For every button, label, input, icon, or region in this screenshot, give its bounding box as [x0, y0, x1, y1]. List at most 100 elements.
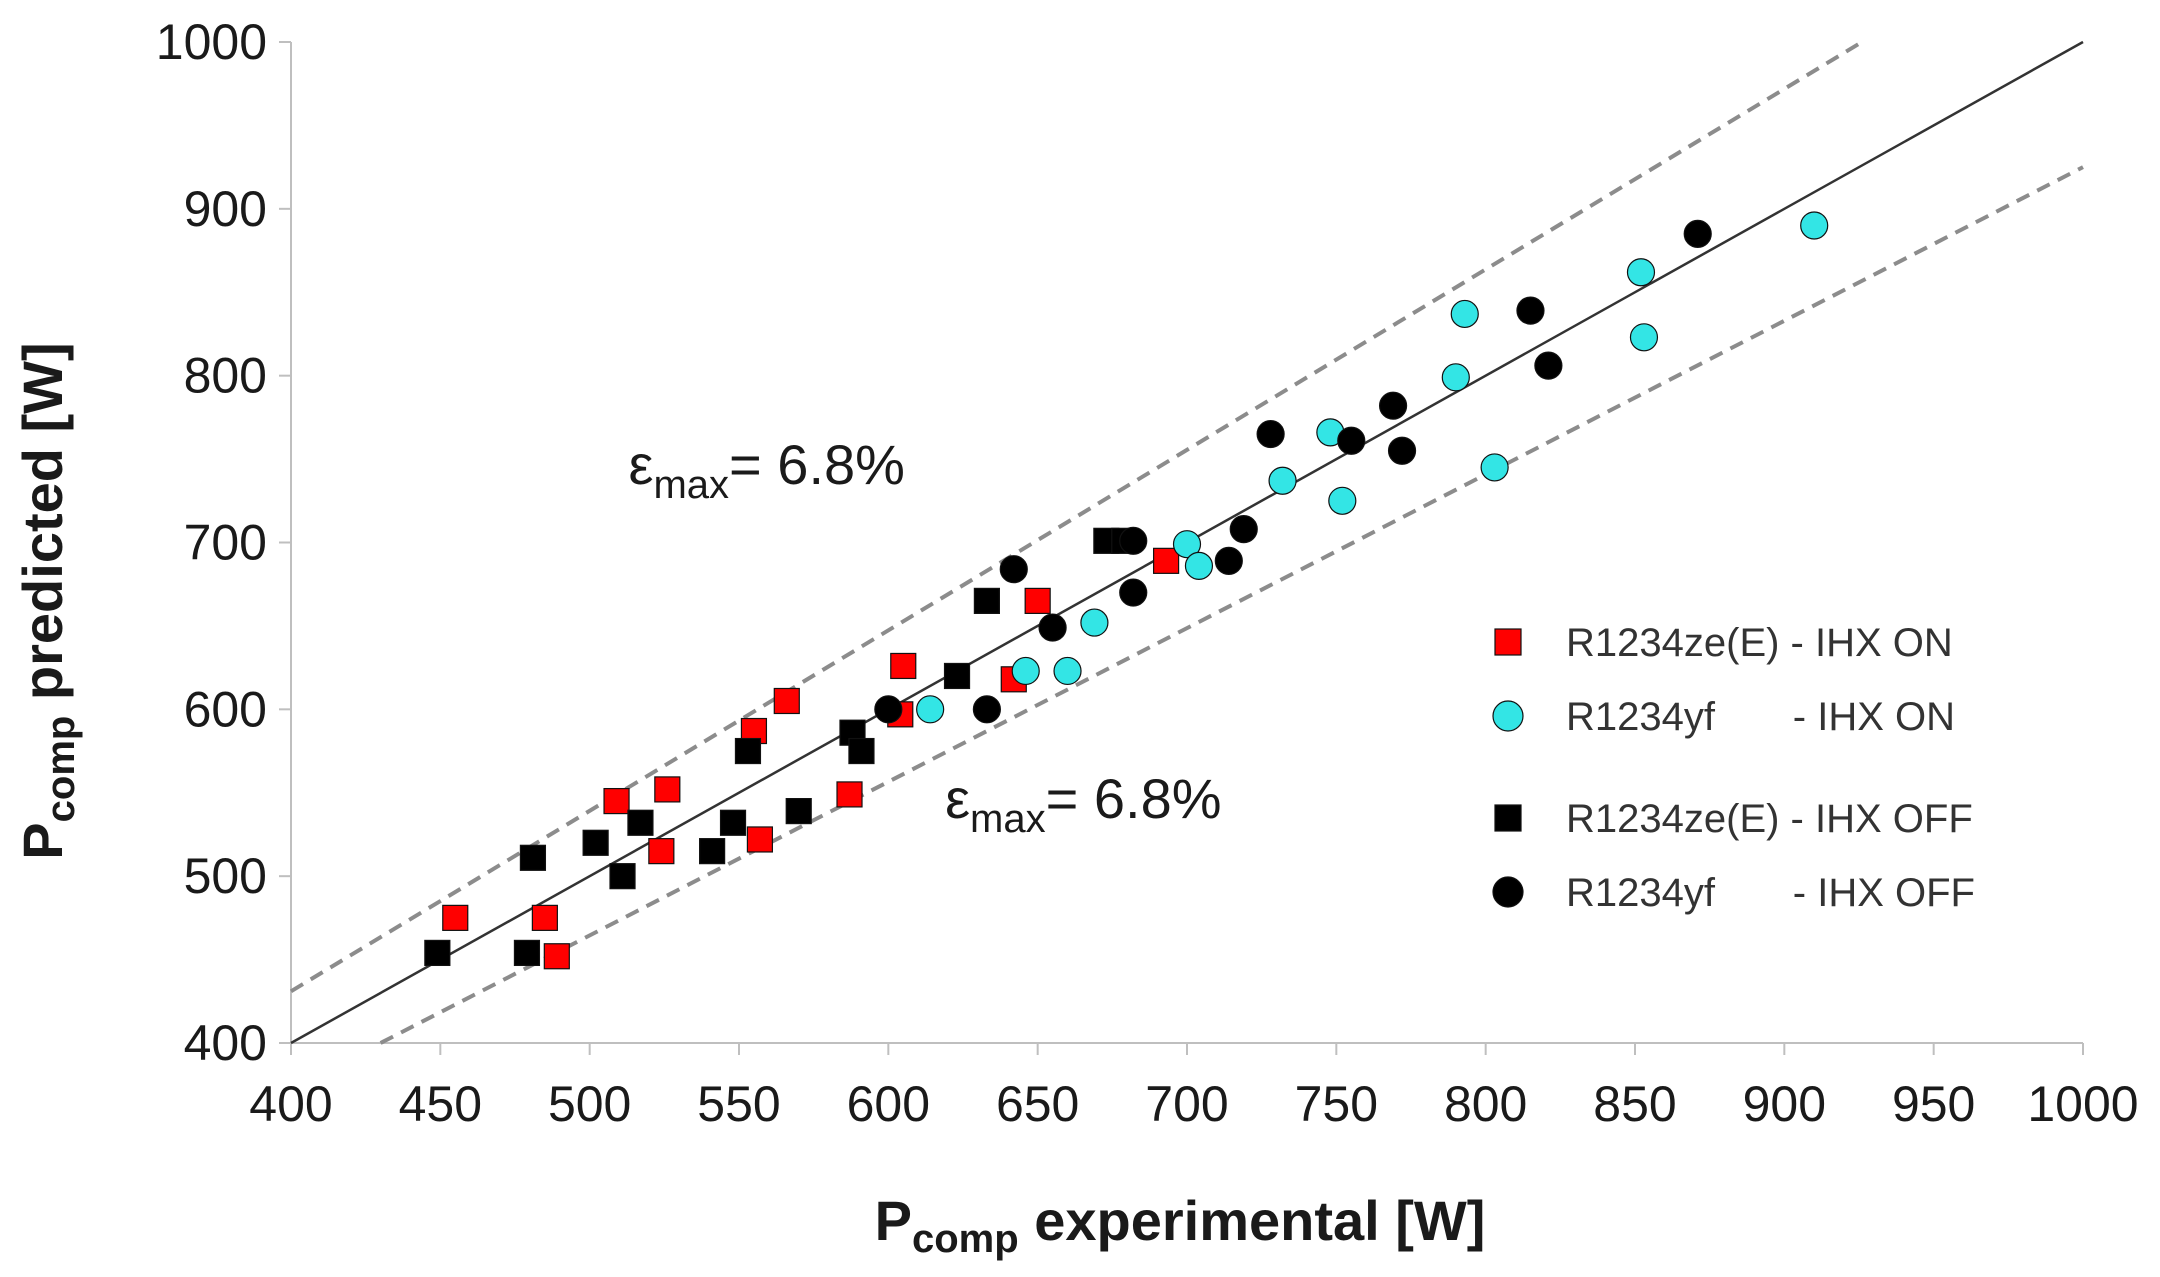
legend-marker	[1492, 700, 1524, 732]
data-point	[1119, 526, 1148, 555]
legend: R1234ze(E) - IHX ON R1234yf - IHX ON R1234…	[1492, 621, 1975, 915]
data-point	[1441, 363, 1470, 392]
x-tick-label: 850	[1593, 1076, 1676, 1132]
lower-bound-line	[379, 165, 2084, 1045]
x-tick-label: 600	[847, 1076, 930, 1132]
legend-item: R1234yf - IHX OFF	[1492, 871, 1975, 915]
data-point	[1450, 299, 1479, 329]
data-point	[972, 695, 1001, 724]
x-tick-label: 1000	[2027, 1076, 2138, 1132]
annotations: εmax= 6.8% εmax= 6.8%	[628, 433, 1221, 841]
data-point	[734, 737, 762, 765]
legend-marker	[1494, 628, 1522, 656]
data-point	[627, 809, 654, 836]
data-point	[1629, 323, 1659, 352]
x-axis-title: Pcomp experimental [W]	[875, 1189, 1486, 1261]
data-point	[1256, 419, 1285, 449]
legend-item: R1234ze(E) - IHX ON	[1494, 621, 1953, 665]
data-point	[848, 737, 875, 765]
series-r1234yf-ihx-on	[916, 211, 1829, 724]
x-tick-label: 400	[249, 1076, 332, 1132]
data-point	[836, 781, 863, 808]
y-axis-title: Pcomp predicted [W]	[11, 342, 83, 859]
x-tick-label: 450	[399, 1076, 482, 1132]
data-point	[699, 838, 726, 865]
series-r1234ze-e-ihx-on	[442, 547, 1180, 970]
legend-label: R1234yf - IHX OFF	[1566, 871, 1975, 915]
x-tick-label: 900	[1743, 1076, 1826, 1132]
x-ticks: 400 450 500 550 600 650 700 750 800 850 900 950 1000	[249, 1043, 2139, 1132]
y-tick-label: 500	[184, 848, 267, 904]
data-point	[1516, 296, 1545, 325]
legend-label: R1234yf - IHX ON	[1566, 695, 1955, 739]
upper-annotation: εmax= 6.8%	[628, 433, 904, 507]
data-point	[1268, 466, 1297, 495]
data-point	[1387, 436, 1417, 465]
data-point	[1800, 211, 1829, 240]
data-point	[719, 809, 747, 836]
x-tick-label: 800	[1444, 1076, 1527, 1132]
legend-label: R1234ze(E) - IHX ON	[1566, 621, 1953, 665]
y-tick-label: 400	[184, 1015, 267, 1071]
legend-item: R1234yf - IHX ON	[1492, 695, 1955, 739]
data-point	[1053, 656, 1082, 686]
data-point	[1152, 547, 1180, 574]
data-point	[1683, 219, 1712, 248]
data-point	[1378, 391, 1408, 420]
lower-annotation: εmax= 6.8%	[945, 767, 1221, 841]
x-tick-label: 550	[697, 1076, 780, 1132]
y-tick-label: 1000	[156, 14, 267, 70]
y-tick-label: 700	[184, 515, 267, 571]
x-tick-label: 500	[548, 1076, 631, 1132]
data-point	[442, 904, 469, 931]
data-point	[746, 826, 774, 853]
data-point	[1119, 578, 1148, 607]
x-tick-label: 750	[1295, 1076, 1378, 1132]
y-tick-label: 800	[184, 348, 267, 404]
y-ticks: 400 500 600 700 800 900 1000	[156, 14, 291, 1071]
data-point	[973, 587, 1000, 614]
data-point	[874, 695, 903, 724]
legend-label: R1234ze(E) - IHX OFF	[1566, 797, 1973, 841]
data-point	[1080, 608, 1109, 637]
data-point	[1214, 546, 1243, 575]
data-point	[519, 844, 547, 871]
data-point	[648, 838, 675, 865]
data-point	[582, 829, 609, 856]
data-point	[1229, 515, 1258, 544]
data-point	[1038, 613, 1067, 642]
data-point	[513, 939, 541, 967]
data-point	[1626, 258, 1656, 287]
data-point	[1337, 426, 1366, 455]
data-point	[1184, 551, 1214, 580]
upper-bound-line	[289, 40, 1864, 993]
data-point	[916, 695, 945, 724]
data-point	[785, 798, 812, 825]
data-point	[603, 787, 630, 815]
data-point	[531, 904, 558, 931]
data-point	[1328, 486, 1357, 515]
data-point	[999, 555, 1028, 584]
y-tick-label: 600	[184, 681, 267, 737]
data-point	[543, 943, 570, 970]
data-point	[1534, 351, 1563, 380]
x-tick-label: 700	[1145, 1076, 1228, 1132]
legend-item: R1234ze(E) - IHX OFF	[1494, 797, 1973, 841]
data-point	[1024, 587, 1051, 614]
y-tick-label: 900	[184, 181, 267, 237]
legend-marker	[1492, 876, 1524, 908]
data-point	[943, 662, 971, 690]
data-point	[1011, 656, 1040, 686]
x-tick-label: 650	[996, 1076, 1079, 1132]
x-tick-label: 950	[1892, 1076, 1975, 1132]
data-point	[1172, 530, 1202, 559]
data-point	[609, 863, 636, 890]
data-point	[773, 687, 800, 715]
data-point	[654, 776, 681, 803]
legend-marker	[1494, 804, 1522, 832]
data-markers	[424, 211, 1829, 970]
data-point	[1480, 453, 1509, 482]
data-point	[890, 652, 917, 680]
series-r1234yf-ihx-off	[874, 219, 1712, 724]
